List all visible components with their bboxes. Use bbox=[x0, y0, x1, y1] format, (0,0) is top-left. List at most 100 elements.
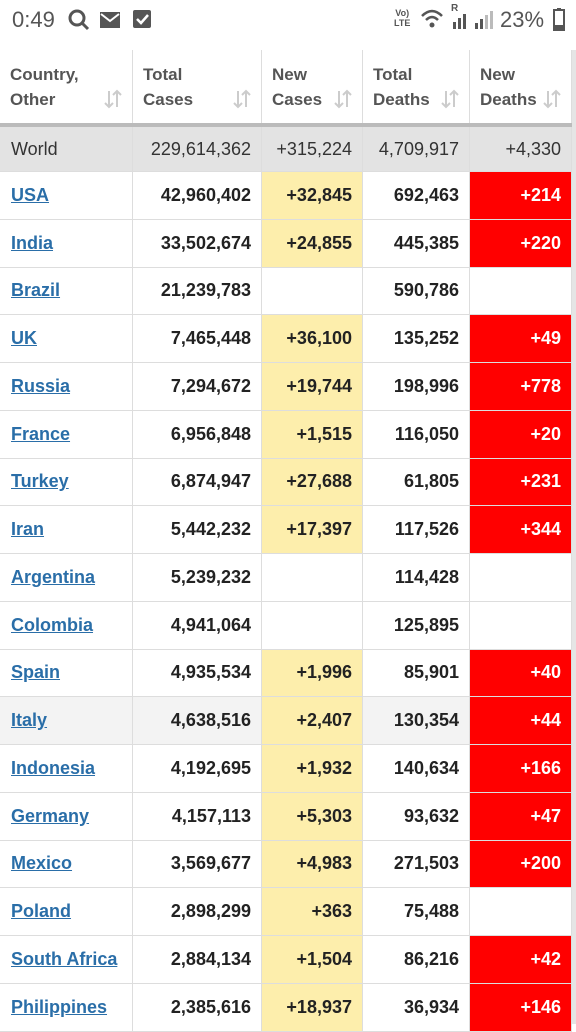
country-link[interactable]: Mexico bbox=[11, 853, 73, 874]
volte: Vo) LTE bbox=[394, 8, 411, 28]
country[interactable]: USA bbox=[0, 172, 133, 220]
new-cases bbox=[262, 267, 363, 316]
battery-icon bbox=[553, 8, 565, 31]
new-cases: +2,407 bbox=[262, 697, 363, 745]
country[interactable]: Turkey bbox=[0, 458, 133, 507]
total-cases: 5,442,232 bbox=[133, 506, 262, 554]
total-deaths: 93,632 bbox=[363, 792, 470, 841]
covid-table: Country, Other Total Cases New Cases Total Deat… bbox=[0, 50, 576, 1032]
header-line: Cases bbox=[143, 90, 194, 109]
country-link[interactable]: Colombia bbox=[11, 614, 94, 635]
country-link[interactable]: France bbox=[11, 423, 71, 444]
country[interactable]: India bbox=[0, 219, 133, 268]
country[interactable]: Germany bbox=[0, 792, 133, 841]
status-bar: 0:49 Vo) LTE R 23% bbox=[0, 0, 576, 40]
new-cases: +19,744 bbox=[262, 363, 363, 411]
country[interactable]: Colombia bbox=[0, 601, 133, 650]
header-country: Country, Other bbox=[0, 50, 133, 123]
country[interactable]: South Africa bbox=[0, 936, 133, 984]
new-cases bbox=[262, 554, 363, 602]
total-cases: 2,884,134 bbox=[133, 936, 262, 984]
country-link[interactable]: Spain bbox=[11, 662, 61, 683]
new-cases: +17,397 bbox=[262, 506, 363, 554]
new-cases: +36,100 bbox=[262, 315, 363, 363]
country[interactable]: Brazil bbox=[0, 267, 133, 316]
country[interactable]: Argentina bbox=[0, 554, 133, 602]
new-deaths: +231 bbox=[470, 458, 572, 507]
country[interactable]: Poland bbox=[0, 888, 133, 936]
header-total-deaths: Total Deaths bbox=[363, 50, 470, 123]
total-cases: 4,941,064 bbox=[133, 601, 262, 650]
world-new-cases: +315,224 bbox=[262, 127, 363, 172]
total-cases: 2,898,299 bbox=[133, 888, 262, 936]
total-cases: 6,874,947 bbox=[133, 458, 262, 507]
total-deaths: 198,996 bbox=[363, 363, 470, 411]
header-line: Total bbox=[143, 65, 183, 84]
country-link[interactable]: UK bbox=[11, 328, 37, 349]
country-link[interactable]: Germany bbox=[11, 805, 90, 826]
sort-icon[interactable] bbox=[334, 89, 352, 109]
header-line: Country, bbox=[10, 65, 79, 84]
new-cases: +32,845 bbox=[262, 172, 363, 220]
sort-icon[interactable] bbox=[543, 89, 561, 109]
new-cases bbox=[262, 601, 363, 650]
total-deaths: 135,252 bbox=[363, 315, 470, 363]
country-link[interactable]: South Africa bbox=[11, 948, 118, 969]
new-deaths bbox=[470, 601, 572, 650]
country-link[interactable]: Turkey bbox=[11, 471, 69, 492]
country[interactable]: France bbox=[0, 410, 133, 459]
country[interactable]: Spain bbox=[0, 649, 133, 698]
country-link[interactable]: Indonesia bbox=[11, 757, 96, 778]
total-cases: 7,465,448 bbox=[133, 315, 262, 363]
new-deaths: +214 bbox=[470, 172, 572, 220]
new-deaths: +49 bbox=[470, 315, 572, 363]
country-link[interactable]: Russia bbox=[11, 375, 71, 396]
total-deaths: 445,385 bbox=[363, 219, 470, 268]
total-cases: 4,157,113 bbox=[133, 792, 262, 841]
country[interactable]: UK bbox=[0, 315, 133, 363]
country[interactable]: Philippines bbox=[0, 983, 133, 1032]
new-cases: +27,688 bbox=[262, 458, 363, 507]
country-link[interactable]: Poland bbox=[11, 901, 72, 922]
country-link[interactable]: Italy bbox=[11, 710, 48, 731]
new-deaths bbox=[470, 554, 572, 602]
sort-icon[interactable] bbox=[233, 89, 251, 109]
total-cases: 4,638,516 bbox=[133, 697, 262, 745]
country-link[interactable]: USA bbox=[11, 184, 50, 205]
country[interactable]: Italy bbox=[0, 697, 133, 745]
new-deaths: +220 bbox=[470, 219, 572, 268]
country-link[interactable]: Brazil bbox=[11, 280, 61, 301]
header-new-cases: New Cases bbox=[262, 50, 363, 123]
total-cases: 6,956,848 bbox=[133, 410, 262, 459]
country[interactable]: Russia bbox=[0, 363, 133, 411]
total-deaths: 114,428 bbox=[363, 554, 470, 602]
new-deaths: +20 bbox=[470, 410, 572, 459]
country[interactable]: Iran bbox=[0, 506, 133, 554]
country[interactable]: Mexico bbox=[0, 840, 133, 889]
sort-icon[interactable] bbox=[104, 89, 122, 109]
new-cases: +1,932 bbox=[262, 745, 363, 793]
new-cases: +363 bbox=[262, 888, 363, 936]
header-new-deaths: New Deaths bbox=[470, 50, 572, 123]
country-link[interactable]: Iran bbox=[11, 519, 45, 540]
header-line: Total bbox=[373, 65, 413, 84]
total-cases: 7,294,672 bbox=[133, 363, 262, 411]
country-link[interactable]: Argentina bbox=[11, 566, 96, 587]
new-deaths: +344 bbox=[470, 506, 572, 554]
country-link[interactable]: Philippines bbox=[11, 996, 108, 1017]
new-cases: +24,855 bbox=[262, 219, 363, 268]
total-deaths: 75,488 bbox=[363, 888, 470, 936]
new-deaths bbox=[470, 267, 572, 316]
total-cases: 4,192,695 bbox=[133, 745, 262, 793]
new-deaths: +44 bbox=[470, 697, 572, 745]
country[interactable]: Indonesia bbox=[0, 745, 133, 793]
sort-icon[interactable] bbox=[441, 89, 459, 109]
new-cases: +5,303 bbox=[262, 792, 363, 841]
country-link[interactable]: India bbox=[11, 232, 54, 253]
new-deaths: +166 bbox=[470, 745, 572, 793]
total-cases: 5,239,232 bbox=[133, 554, 262, 602]
new-deaths: +42 bbox=[470, 936, 572, 984]
total-cases: 33,502,674 bbox=[133, 219, 262, 268]
new-cases: +18,937 bbox=[262, 983, 363, 1032]
new-deaths: +146 bbox=[470, 983, 572, 1032]
